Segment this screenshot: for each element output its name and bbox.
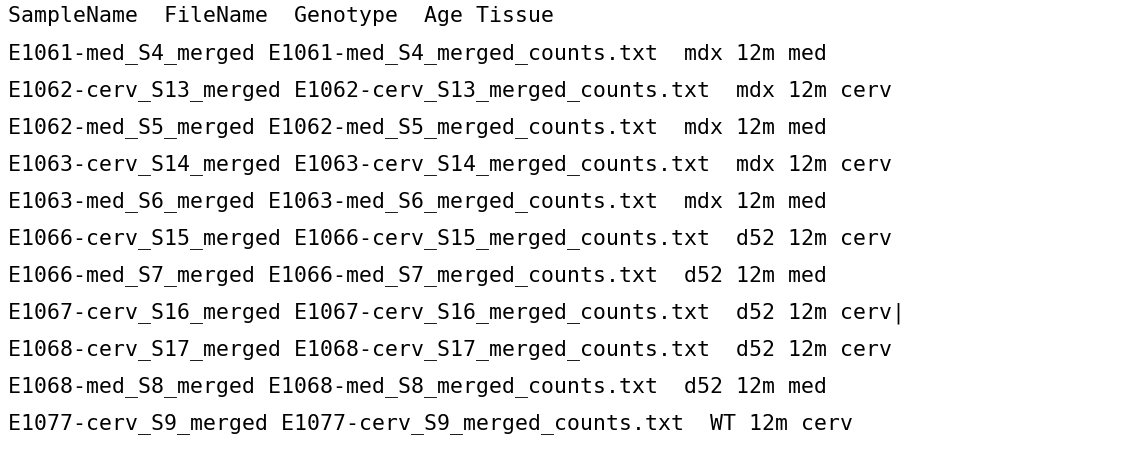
Text: E1066-cerv_S15_merged E1066-cerv_S15_merged_counts.txt  d52 12m cerv: E1066-cerv_S15_merged E1066-cerv_S15_mer… bbox=[8, 228, 892, 249]
Text: E1062-cerv_S13_merged E1062-cerv_S13_merged_counts.txt  mdx 12m cerv: E1062-cerv_S13_merged E1062-cerv_S13_mer… bbox=[8, 80, 892, 101]
Text: SampleName  FileName  Genotype  Age Tissue: SampleName FileName Genotype Age Tissue bbox=[8, 6, 554, 26]
Text: E1067-cerv_S16_merged E1067-cerv_S16_merged_counts.txt  d52 12m cerv|: E1067-cerv_S16_merged E1067-cerv_S16_mer… bbox=[8, 302, 905, 324]
Text: E1066-med_S7_merged E1066-med_S7_merged_counts.txt  d52 12m med: E1066-med_S7_merged E1066-med_S7_merged_… bbox=[8, 265, 827, 286]
Text: E1068-cerv_S17_merged E1068-cerv_S17_merged_counts.txt  d52 12m cerv: E1068-cerv_S17_merged E1068-cerv_S17_mer… bbox=[8, 339, 892, 360]
Text: E1063-cerv_S14_merged E1063-cerv_S14_merged_counts.txt  mdx 12m cerv: E1063-cerv_S14_merged E1063-cerv_S14_mer… bbox=[8, 154, 892, 175]
Text: E1068-med_S8_merged E1068-med_S8_merged_counts.txt  d52 12m med: E1068-med_S8_merged E1068-med_S8_merged_… bbox=[8, 376, 827, 397]
Text: E1063-med_S6_merged E1063-med_S6_merged_counts.txt  mdx 12m med: E1063-med_S6_merged E1063-med_S6_merged_… bbox=[8, 191, 827, 212]
Text: E1062-med_S5_merged E1062-med_S5_merged_counts.txt  mdx 12m med: E1062-med_S5_merged E1062-med_S5_merged_… bbox=[8, 117, 827, 138]
Text: E1061-med_S4_merged E1061-med_S4_merged_counts.txt  mdx 12m med: E1061-med_S4_merged E1061-med_S4_merged_… bbox=[8, 43, 827, 64]
Text: E1077-cerv_S9_merged E1077-cerv_S9_merged_counts.txt  WT 12m cerv: E1077-cerv_S9_merged E1077-cerv_S9_merge… bbox=[8, 413, 853, 434]
